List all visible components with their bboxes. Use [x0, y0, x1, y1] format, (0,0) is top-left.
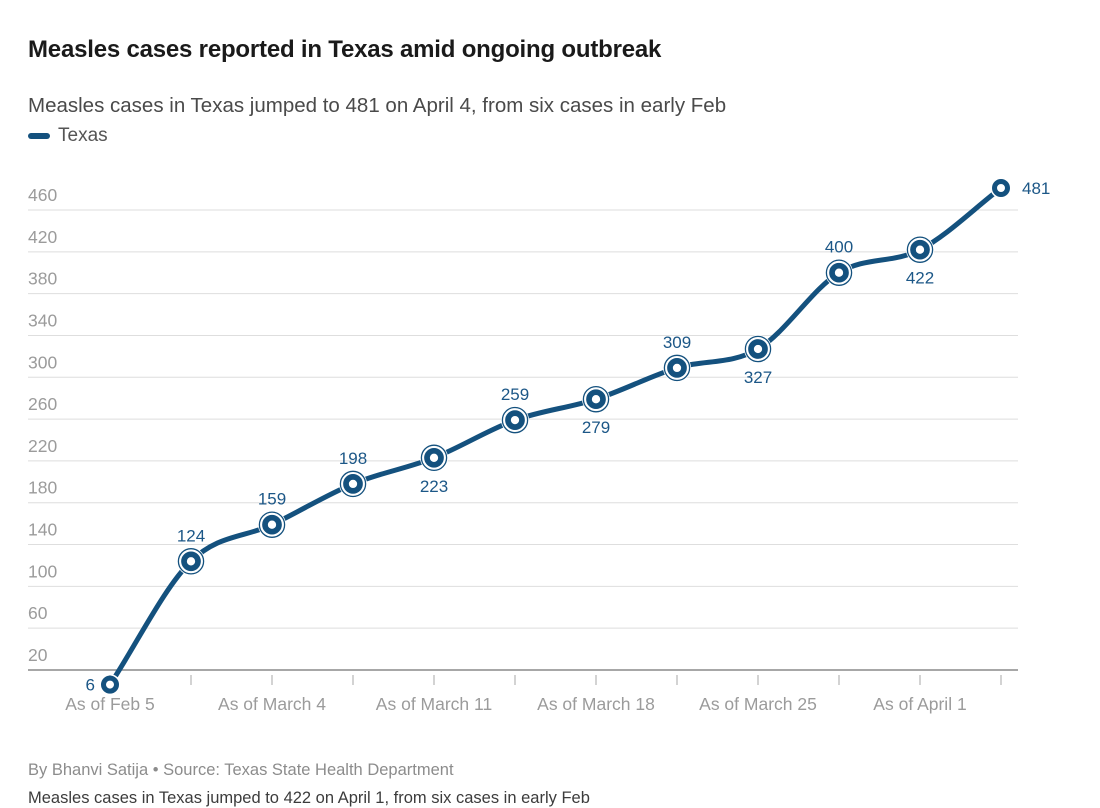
y-tick-label: 260: [28, 394, 57, 414]
marker-halo-ring: [501, 406, 529, 434]
data-point-marker: [181, 551, 201, 572]
y-tick-label: 60: [28, 603, 48, 623]
y-tick-label: 140: [28, 520, 57, 540]
x-axis-label: As of March 18: [537, 694, 655, 714]
y-tick-label: 300: [28, 352, 57, 372]
y-tick-label: 380: [28, 269, 57, 289]
data-point-marker: [586, 389, 606, 410]
marker-halo-ring: [582, 385, 610, 413]
value-label: 400: [825, 238, 853, 257]
y-tick-label: 100: [28, 561, 57, 581]
y-tick-label: 420: [28, 227, 57, 247]
marker-halo-ring: [744, 335, 772, 363]
data-point-marker: [748, 339, 768, 359]
value-label: 259: [501, 385, 529, 404]
data-point-marker: [101, 675, 119, 694]
footnote: Measles cases in Texas jumped to 422 on …: [28, 788, 590, 807]
data-point-marker: [262, 514, 282, 535]
x-axis-label: As of March 4: [218, 694, 326, 714]
y-tick-label: 220: [28, 436, 57, 456]
value-label: 327: [744, 368, 772, 387]
value-label: 309: [663, 333, 691, 352]
texas-line: [107, 185, 1004, 688]
marker-halo-ring: [420, 444, 448, 472]
data-point-marker: [343, 474, 363, 494]
data-point-marker: [505, 410, 525, 430]
marker-halo-ring: [663, 354, 691, 382]
value-label: 124: [177, 526, 205, 545]
value-label: 279: [582, 418, 610, 437]
value-label: 6: [86, 676, 95, 695]
value-label: 223: [420, 477, 448, 496]
marker-halo-ring: [906, 236, 934, 263]
data-point-marker: [424, 447, 444, 468]
line-chart: 20 60 100 140 180 220 260 300 340 380 420 460 6 124 15…: [0, 168, 1100, 728]
legend-series-label: Texas: [58, 125, 108, 146]
byline-source: By Bhanvi Satija • Source: Texas State H…: [28, 760, 454, 779]
value-label: 159: [258, 490, 286, 509]
x-axis-label: As of March 11: [376, 694, 492, 714]
x-axis-label: As of March 25: [699, 694, 817, 714]
y-tick-label: 460: [28, 185, 57, 205]
chart-subtitle: Measles cases in Texas jumped to 481 on …: [28, 93, 727, 117]
chart-title: Measles cases reported in Texas amid ong…: [28, 36, 662, 64]
x-axis-label: As of April 1: [873, 694, 966, 714]
x-axis-label: As of Feb 5: [65, 694, 155, 714]
value-label: 422: [906, 269, 934, 288]
data-point-marker: [667, 358, 687, 378]
marker-halo-ring: [258, 511, 286, 538]
data-point-marker: [829, 262, 849, 283]
legend-line-swatch: [28, 133, 50, 139]
y-tick-label: 20: [28, 645, 48, 665]
y-tick-label: 340: [28, 310, 57, 330]
y-tick-label: 180: [28, 478, 57, 498]
marker-halo-ring: [339, 470, 367, 498]
chart-svg: 20 60 100 140 180 220 260 300 340 380 420 460 6 124 15…: [28, 177, 1050, 714]
data-point-marker: [992, 179, 1010, 197]
marker-halo-ring: [177, 548, 205, 575]
data-point-marker: [910, 239, 930, 260]
value-label: 198: [339, 449, 367, 468]
marker-halo-ring: [825, 259, 853, 286]
value-label: 481: [1022, 179, 1050, 198]
legend: Texas: [28, 124, 108, 148]
